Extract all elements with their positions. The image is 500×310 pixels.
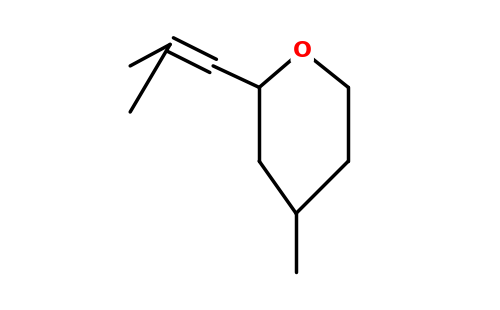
Text: O: O (292, 41, 312, 60)
